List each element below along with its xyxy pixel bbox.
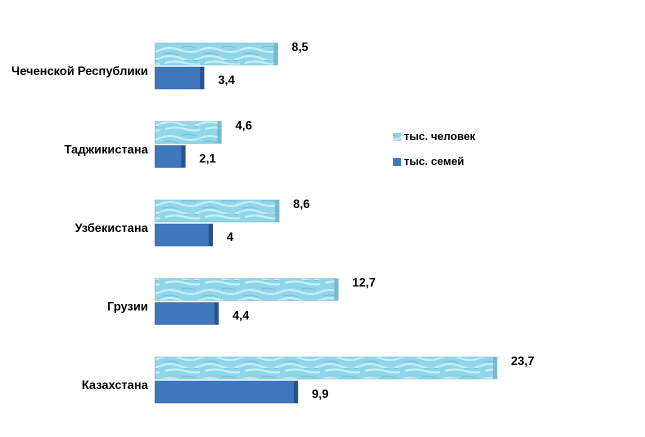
value-label: 8,6 — [293, 197, 310, 211]
value-label: 23,7 — [511, 354, 535, 368]
bar-side — [200, 67, 205, 89]
bar-side — [217, 121, 222, 144]
value-label: 3,4 — [218, 73, 235, 87]
category-label: Казахстана — [82, 378, 149, 392]
bar-side — [273, 43, 278, 65]
bar — [154, 302, 219, 325]
bar — [154, 145, 186, 168]
bar — [154, 42, 278, 66]
legend-swatch — [393, 133, 401, 141]
value-label: 4,6 — [235, 119, 252, 133]
category-label: Узбекистана — [75, 221, 148, 235]
bar — [154, 356, 498, 380]
category-label: Чеченской Республики — [11, 64, 148, 78]
value-label: 4,4 — [232, 309, 249, 323]
category-label: Таджикистана — [64, 143, 148, 157]
bar — [154, 121, 222, 144]
bar — [154, 380, 299, 404]
legend-swatch — [393, 158, 401, 166]
bar-side — [181, 145, 186, 168]
bar-side — [493, 357, 497, 379]
bar-side — [208, 224, 213, 246]
value-label: 2,1 — [199, 152, 216, 166]
value-label: 8,5 — [292, 40, 309, 54]
bar — [154, 278, 339, 301]
legend-label: тыс. семей — [404, 156, 464, 168]
value-label: 4 — [227, 230, 234, 244]
category-label: Грузии — [107, 300, 148, 314]
value-label: 9,9 — [312, 387, 329, 401]
bar-side — [214, 302, 219, 325]
legend-label: тыс. человек — [404, 131, 476, 143]
value-label: 12,7 — [352, 276, 376, 290]
bar — [154, 199, 280, 223]
bar-side — [293, 381, 298, 403]
bar-side — [275, 200, 280, 222]
bar — [154, 223, 213, 247]
bar — [154, 66, 205, 90]
bar-side — [334, 278, 339, 301]
